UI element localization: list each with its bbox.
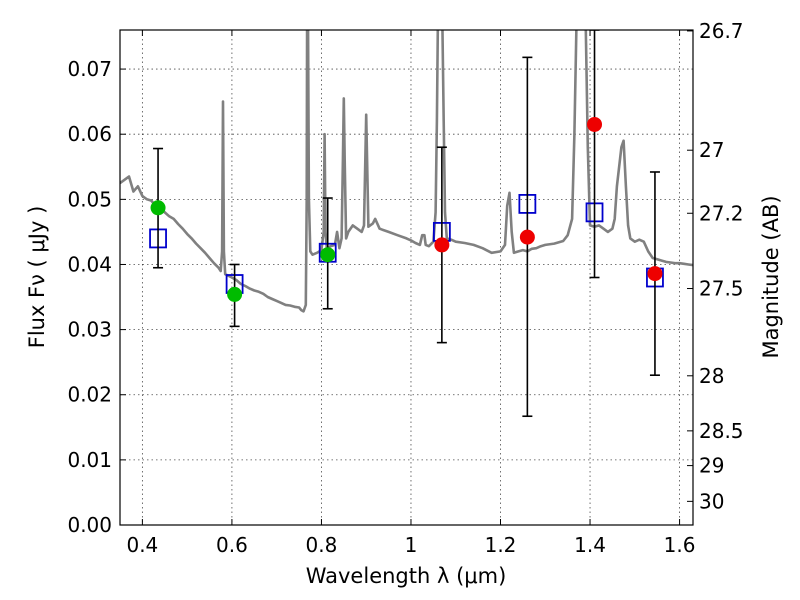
right-tick-label: 27.5 — [699, 277, 744, 301]
y-tick-label: 0.03 — [67, 318, 112, 342]
x-tick-label: 1 — [405, 533, 418, 557]
y-tick-label: 0.00 — [67, 513, 112, 537]
plot-frame — [119, 29, 694, 526]
y-tick-label: 0.05 — [67, 187, 112, 211]
observed-points-layer — [150, 116, 663, 302]
model-spectrum-line — [120, 30, 693, 313]
right-tick-label: 27.2 — [699, 201, 744, 225]
observed-point-green — [227, 286, 243, 302]
x-tick-label: 1.4 — [574, 533, 606, 557]
right-axis-ticks: 26.7 27 27.2 27.5 28 28.5 29 30 — [687, 19, 744, 513]
y-tick-label: 0.07 — [67, 57, 112, 81]
right-tick-label: 30 — [699, 489, 724, 513]
x-tick-label: 1.2 — [485, 533, 517, 557]
right-tick-label: 28.5 — [699, 419, 744, 443]
y-tick-label: 0.04 — [67, 252, 112, 276]
plot-area-background — [120, 30, 693, 525]
x-tick-label: 0.4 — [126, 533, 158, 557]
observed-point-red — [519, 229, 535, 245]
observed-point-red — [587, 116, 603, 132]
y-tick-label: 0.06 — [67, 122, 112, 146]
x-tick-label: 1.6 — [664, 533, 696, 557]
x-tick-label: 0.8 — [306, 533, 338, 557]
y-tick-label: 0.02 — [67, 383, 112, 407]
x-axis-ticks: 0.4 0.6 0.8 1 1.2 1.4 1.6 — [126, 30, 695, 557]
spectrum-layer — [120, 30, 693, 313]
observed-point-red — [434, 237, 450, 253]
x-tick-label: 0.6 — [216, 533, 248, 557]
y-axis-label: Flux Fν ( μJy ) — [25, 206, 49, 349]
right-tick-label: 28 — [699, 364, 724, 388]
right-tick-label: 29 — [699, 454, 724, 478]
observed-point-green — [320, 247, 336, 263]
observed-point-green — [150, 200, 166, 216]
y-axis-ticks: 0.00 0.01 0.02 0.03 0.04 0.05 0.06 0.07 — [67, 57, 126, 537]
right-tick-label: 27 — [699, 138, 724, 162]
x-axis-label: Wavelength λ (μm) — [306, 564, 507, 588]
right-tick-label: 26.7 — [699, 19, 744, 43]
right-axis-label: Magnitude (AB) — [759, 195, 783, 358]
y-tick-label: 0.01 — [67, 448, 112, 472]
observed-point-red — [647, 266, 663, 282]
